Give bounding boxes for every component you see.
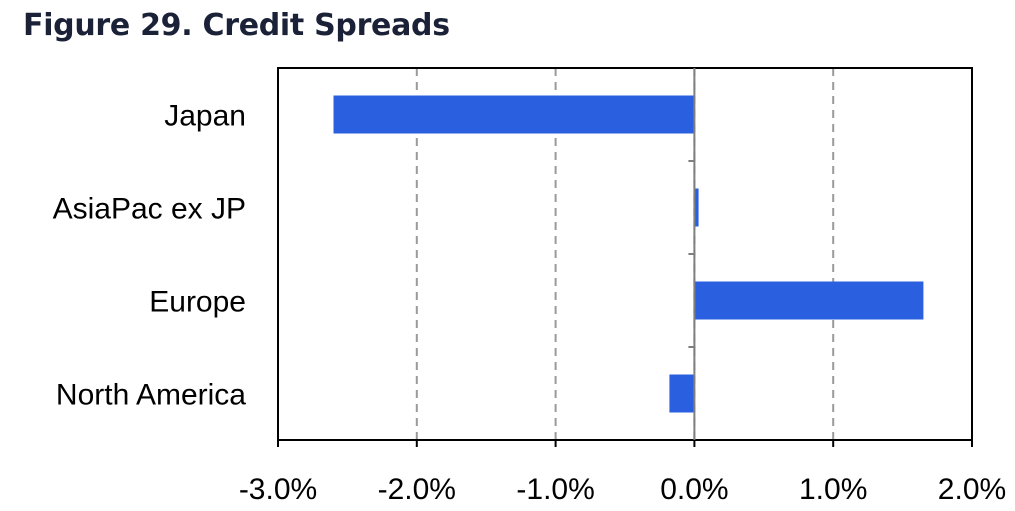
x-tick-label: 1.0% <box>799 473 867 506</box>
plot-frame <box>277 67 973 441</box>
bar-europe <box>694 281 924 320</box>
category-label: Europe <box>149 286 246 319</box>
x-tick-label: -2.0% <box>378 473 456 506</box>
chart-title: Figure 29. Credit Spreads <box>23 8 450 43</box>
category-label: North America <box>56 379 246 412</box>
label-layer: Japan AsiaPac ex JP Europe North America -3.… <box>53 100 1007 507</box>
axis-layer <box>277 68 973 447</box>
bar-japan <box>333 95 695 134</box>
bar-north-america <box>669 374 695 413</box>
bar-asiapac-ex-jp <box>694 188 699 227</box>
category-label: AsiaPac ex JP <box>53 193 246 226</box>
x-tick-label: -1.0% <box>516 473 594 506</box>
x-tick-label: 2.0% <box>938 473 1006 506</box>
bar-layer <box>333 95 924 413</box>
x-tick-label: 0.0% <box>660 473 728 506</box>
x-tick-label: -3.0% <box>239 473 317 506</box>
category-label: Japan <box>164 100 246 133</box>
